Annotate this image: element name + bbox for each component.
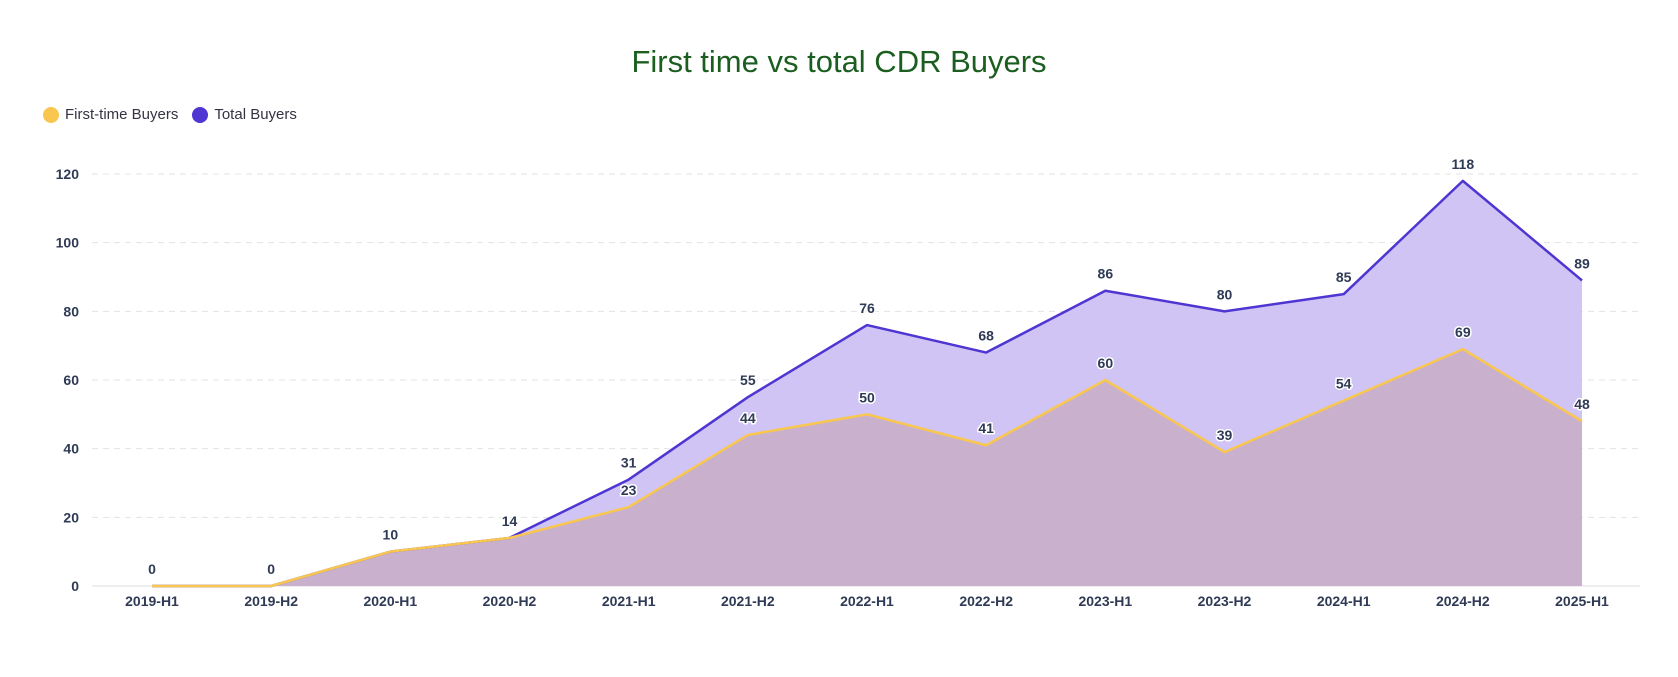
data-label-total-buyers-2021-H2: 55 — [740, 372, 756, 388]
y-tick-label-100: 100 — [56, 235, 80, 251]
data-label-total-buyers-2023-H2: 80 — [1217, 286, 1233, 302]
point-first-time-buyers-2022-H1 — [865, 412, 869, 416]
point-total-buyers-2020-H1 — [388, 550, 392, 554]
point-total-buyers-2025-H1 — [1580, 278, 1584, 282]
x-tick-label-2021-H2: 2021-H2 — [721, 593, 775, 609]
point-total-buyers-2024-H2 — [1461, 179, 1465, 183]
data-label-total-buyers-2024-H1: 85 — [1336, 269, 1352, 285]
x-tick-label-2024-H2: 2024-H2 — [1436, 593, 1490, 609]
point-total-buyers-2023-H1 — [1103, 289, 1107, 293]
data-label-first-time-buyers-2021-H2: 44 — [740, 410, 756, 426]
y-tick-label-40: 40 — [63, 441, 79, 457]
data-label-total-buyers-2023-H1: 86 — [1098, 266, 1114, 282]
y-tick-label-20: 20 — [63, 509, 79, 525]
area-first-time-buyers — [152, 349, 1582, 586]
data-label-total-buyers-2025-H1: 89 — [1574, 255, 1590, 271]
data-label-total-buyers-2021-H1: 31 — [621, 455, 637, 471]
point-total-buyers-2021-H2 — [746, 395, 750, 399]
legend-label-total-buyers: Total Buyers — [214, 106, 297, 123]
data-label-total-buyers-2022-H2: 68 — [978, 328, 994, 344]
point-first-time-buyers-2023-H2 — [1223, 450, 1227, 454]
y-tick-label-0: 0 — [71, 578, 79, 594]
data-label-total-buyers-2019-H2: 0 — [267, 561, 275, 577]
legend-item-total-buyers[interactable]: Total Buyers — [192, 106, 297, 123]
data-label-total-buyers-2019-H1: 0 — [148, 561, 156, 577]
x-tick-label-2022-H2: 2022-H2 — [959, 593, 1013, 609]
data-label-first-time-buyers-2023-H1: 60 — [1098, 355, 1114, 371]
point-total-buyers-2019-H2 — [269, 584, 273, 588]
legend-swatch-first-time-buyers — [43, 106, 59, 123]
y-tick-label-120: 120 — [56, 166, 80, 182]
x-tick-label-2020-H2: 2020-H2 — [483, 593, 537, 609]
data-label-total-buyers-2020-H1: 10 — [383, 527, 399, 543]
line-first-time-buyers — [152, 347, 1583, 588]
point-first-time-buyers-2024-H1 — [1342, 399, 1346, 403]
point-first-time-buyers-2022-H2 — [984, 443, 988, 447]
point-first-time-buyers-2025-H1 — [1580, 419, 1584, 423]
data-label-first-time-buyers-2022-H1: 50 — [859, 389, 875, 405]
y-tick-label-80: 80 — [63, 303, 79, 319]
data-label-total-buyers-2020-H2: 14 — [502, 513, 518, 529]
x-tick-label-2020-H1: 2020-H1 — [363, 593, 417, 609]
data-label-first-time-buyers-2024-H1: 54 — [1336, 376, 1352, 392]
x-tick-label-2021-H1: 2021-H1 — [602, 593, 656, 609]
x-tick-label-2025-H1: 2025-H1 — [1555, 593, 1609, 609]
data-label-first-time-buyers-2021-H1: 23 — [621, 482, 637, 498]
data-label-total-buyers-2024-H2: 118 — [1452, 156, 1475, 172]
data-label-first-time-buyers-2022-H2: 41 — [978, 420, 994, 436]
x-tick-label-2019-H1: 2019-H1 — [125, 593, 179, 609]
point-first-time-buyers-2024-H2 — [1461, 347, 1465, 351]
point-total-buyers-2020-H2 — [508, 536, 512, 540]
x-tick-label-2022-H1: 2022-H1 — [840, 593, 894, 609]
legend-swatch-total-buyers — [192, 106, 209, 123]
point-first-time-buyers-2023-H1 — [1103, 378, 1107, 382]
x-tick-label-2019-H2: 2019-H2 — [244, 593, 298, 609]
point-total-buyers-2019-H1 — [150, 584, 154, 588]
legend-item-first-time-buyers[interactable]: First-time Buyers — [43, 106, 178, 123]
point-total-buyers-2022-H2 — [984, 351, 988, 355]
point-first-time-buyers-2021-H1 — [627, 505, 631, 509]
x-tick-label-2023-H1: 2023-H1 — [1078, 593, 1132, 609]
chart-title: First time vs total CDR Buyers — [631, 44, 1047, 79]
y-tick-label-60: 60 — [63, 372, 79, 388]
x-tick-label-2023-H2: 2023-H2 — [1198, 593, 1252, 609]
data-label-first-time-buyers-2025-H1: 48 — [1574, 396, 1590, 412]
legend-label-first-time-buyers: First-time Buyers — [65, 106, 179, 123]
data-label-total-buyers-2022-H1: 76 — [859, 300, 875, 316]
point-total-buyers-2021-H1 — [627, 478, 631, 482]
data-label-first-time-buyers-2023-H2: 39 — [1217, 427, 1233, 443]
x-tick-label-2024-H1: 2024-H1 — [1317, 593, 1371, 609]
chart-legend: First-time Buyers Total Buyers — [43, 106, 297, 123]
point-total-buyers-2024-H1 — [1342, 292, 1346, 296]
data-label-first-time-buyers-2024-H2: 69 — [1455, 324, 1471, 340]
point-total-buyers-2022-H1 — [865, 323, 869, 327]
point-total-buyers-2023-H2 — [1223, 309, 1227, 313]
point-first-time-buyers-2021-H2 — [746, 433, 750, 437]
